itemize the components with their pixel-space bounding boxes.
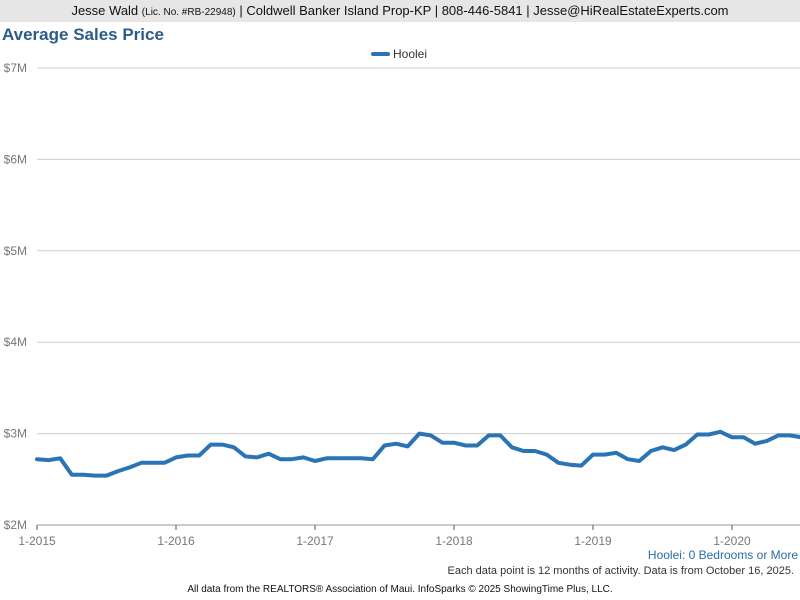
- y-tick-label: $2M: [4, 518, 27, 532]
- agent-name: Jesse Wald: [71, 3, 139, 18]
- source-credit: All data from the REALTORS® Association …: [187, 584, 613, 595]
- agent-contact: | Coldwell Banker Island Prop-KP | 808-4…: [239, 3, 729, 18]
- y-tick-label: $7M: [4, 61, 27, 75]
- y-tick-label: $3M: [4, 427, 27, 441]
- y-tick-label: $5M: [4, 244, 27, 258]
- license-number: (Lic. No. #RB-22948): [141, 7, 236, 18]
- x-tick-label: 1-2017: [296, 534, 334, 548]
- x-tick-label: 1-2019: [574, 534, 612, 548]
- footnote: Each data point is 12 months of activity…: [447, 565, 794, 577]
- agent-header: Jesse Wald (Lic. No. #RB-22948) | Coldwe…: [0, 0, 800, 22]
- series-line: [35, 429, 800, 478]
- chart-title: Average Sales Price: [2, 25, 164, 44]
- series-note[interactable]: Hoolei: 0 Bedrooms or More: [647, 548, 798, 562]
- x-tick-label: 1-2018: [435, 534, 473, 548]
- y-tick-label: $6M: [4, 152, 27, 166]
- legend-label: Hoolei: [393, 47, 427, 61]
- x-tick-label: 1-2015: [18, 534, 56, 548]
- x-tick-label: 1-2020: [713, 534, 751, 548]
- y-tick-label: $4M: [4, 335, 27, 349]
- x-tick-label: 1-2016: [157, 534, 195, 548]
